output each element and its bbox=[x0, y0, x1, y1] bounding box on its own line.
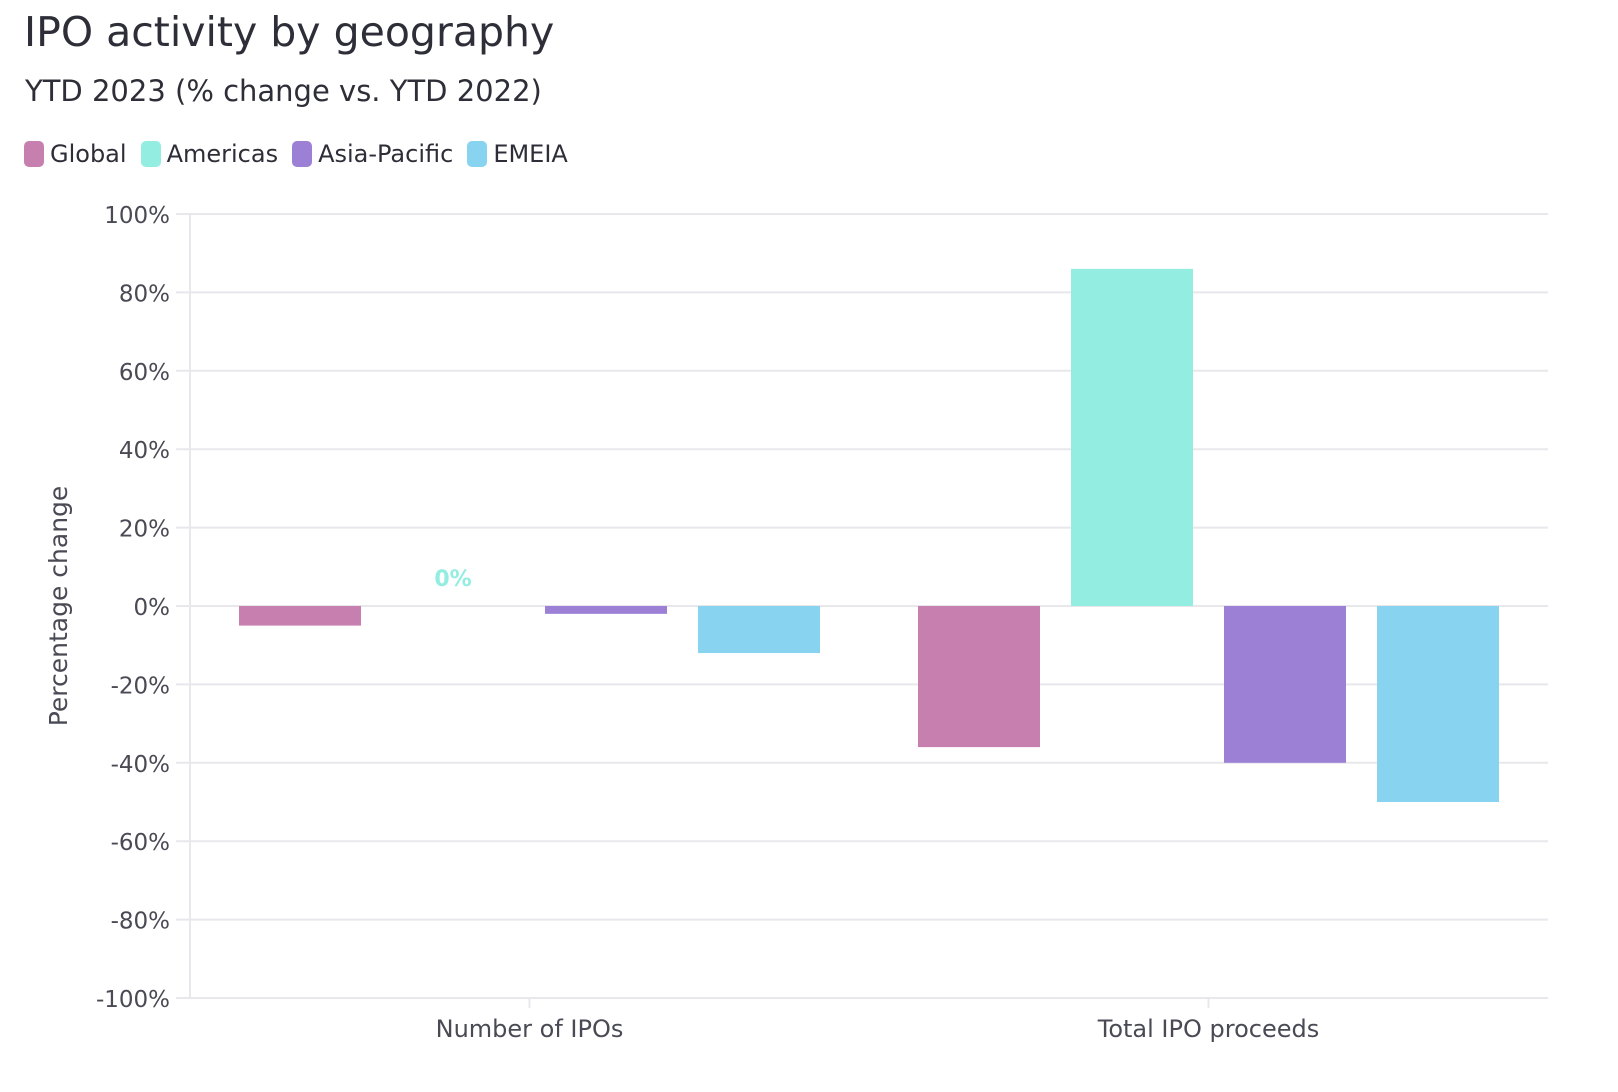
legend-label-asia-pacific: Asia-Pacific bbox=[318, 140, 454, 168]
y-tick-label: 20% bbox=[119, 517, 170, 543]
legend-swatch-asia-pacific bbox=[292, 141, 313, 167]
chart-title: IPO activity by geography bbox=[24, 8, 555, 56]
y-tick-label: 80% bbox=[119, 281, 170, 307]
legend-item-emeia[interactable]: EMEIA bbox=[467, 140, 568, 168]
legend-swatch-emeia bbox=[467, 141, 488, 167]
legend-label-emeia: EMEIA bbox=[493, 140, 568, 168]
x-tick-label: Number of IPOs bbox=[436, 1015, 624, 1043]
bar-global-number-of-ipos[interactable] bbox=[239, 606, 361, 626]
axes: 100% 80% 60% 40% 20% 0% -20% -40% -60% -80% -100% P… bbox=[44, 203, 1319, 1043]
bar-americas-total-ipo-proceeds[interactable] bbox=[1071, 268, 1193, 606]
y-tick-label: 60% bbox=[119, 360, 170, 386]
y-tick-label: 0% bbox=[134, 595, 171, 621]
bars bbox=[239, 268, 1499, 802]
y-tick-label: 40% bbox=[119, 438, 170, 464]
bar-asia-pacific-number-of-ipos[interactable] bbox=[545, 606, 667, 614]
bar-asia-pacific-total-ipo-proceeds[interactable] bbox=[1224, 606, 1346, 763]
legend-swatch-global bbox=[24, 141, 44, 167]
labels: 0% bbox=[434, 567, 471, 592]
legend-item-global[interactable]: Global bbox=[24, 140, 127, 168]
legend-swatch-americas bbox=[140, 141, 161, 167]
y-tick-label: -100% bbox=[96, 987, 170, 1013]
y-axis-title: Percentage change bbox=[44, 486, 73, 727]
legend-item-asia-pacific[interactable]: Asia-Pacific bbox=[292, 140, 453, 168]
bar-emeia-total-ipo-proceeds[interactable] bbox=[1377, 606, 1499, 802]
y-tick-label: -80% bbox=[111, 909, 170, 935]
bar-emeia-number-of-ipos[interactable] bbox=[698, 606, 820, 654]
y-tick-label: -20% bbox=[111, 673, 170, 699]
legend: Global Americas Asia-Pacific EMEIA bbox=[24, 140, 568, 168]
legend-item-americas[interactable]: Americas bbox=[140, 140, 279, 168]
x-tick-label: Total IPO proceeds bbox=[1097, 1015, 1319, 1043]
y-tick-label: -40% bbox=[111, 752, 170, 778]
y-tick-label: -60% bbox=[111, 830, 170, 856]
legend-label-americas: Americas bbox=[166, 140, 279, 168]
data-label-americas-number-of-ipos: 0% bbox=[434, 567, 471, 592]
chart-subtitle: YTD 2023 (% change vs. YTD 2022) bbox=[25, 74, 542, 108]
legend-label-global: Global bbox=[50, 140, 127, 168]
bar-global-total-ipo-proceeds[interactable] bbox=[918, 606, 1040, 748]
y-tick-label: 100% bbox=[104, 203, 170, 229]
